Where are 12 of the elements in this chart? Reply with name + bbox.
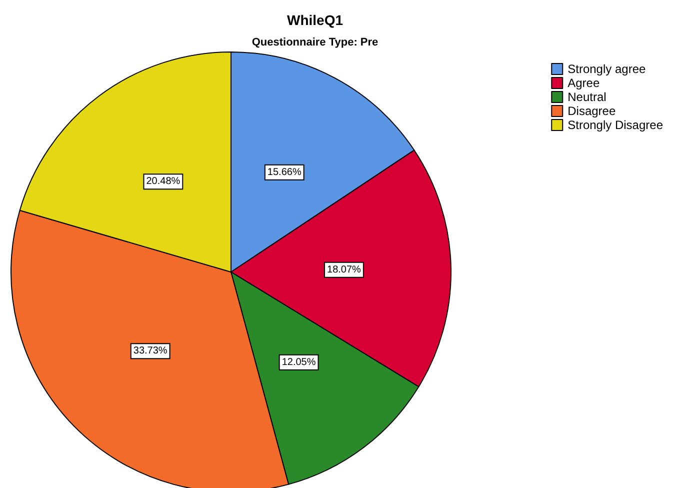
data-label: 20.48%: [146, 176, 180, 188]
legend-label: Strongly Disagree: [568, 118, 664, 132]
chart-title: WhileQ1: [286, 12, 344, 28]
chart-subtitle: Questionnaire Type: Pre: [252, 36, 378, 48]
legend-label: Agree: [568, 76, 600, 90]
data-label: 18.07%: [327, 264, 362, 276]
data-label: 15.66%: [267, 166, 302, 178]
data-label: 33.73%: [133, 346, 168, 357]
legend-label: Strongly agree: [568, 62, 646, 76]
data-label: 12.05%: [282, 356, 316, 368]
legend-label: Disagree: [568, 104, 616, 118]
legend-label: Neutral: [568, 90, 606, 104]
